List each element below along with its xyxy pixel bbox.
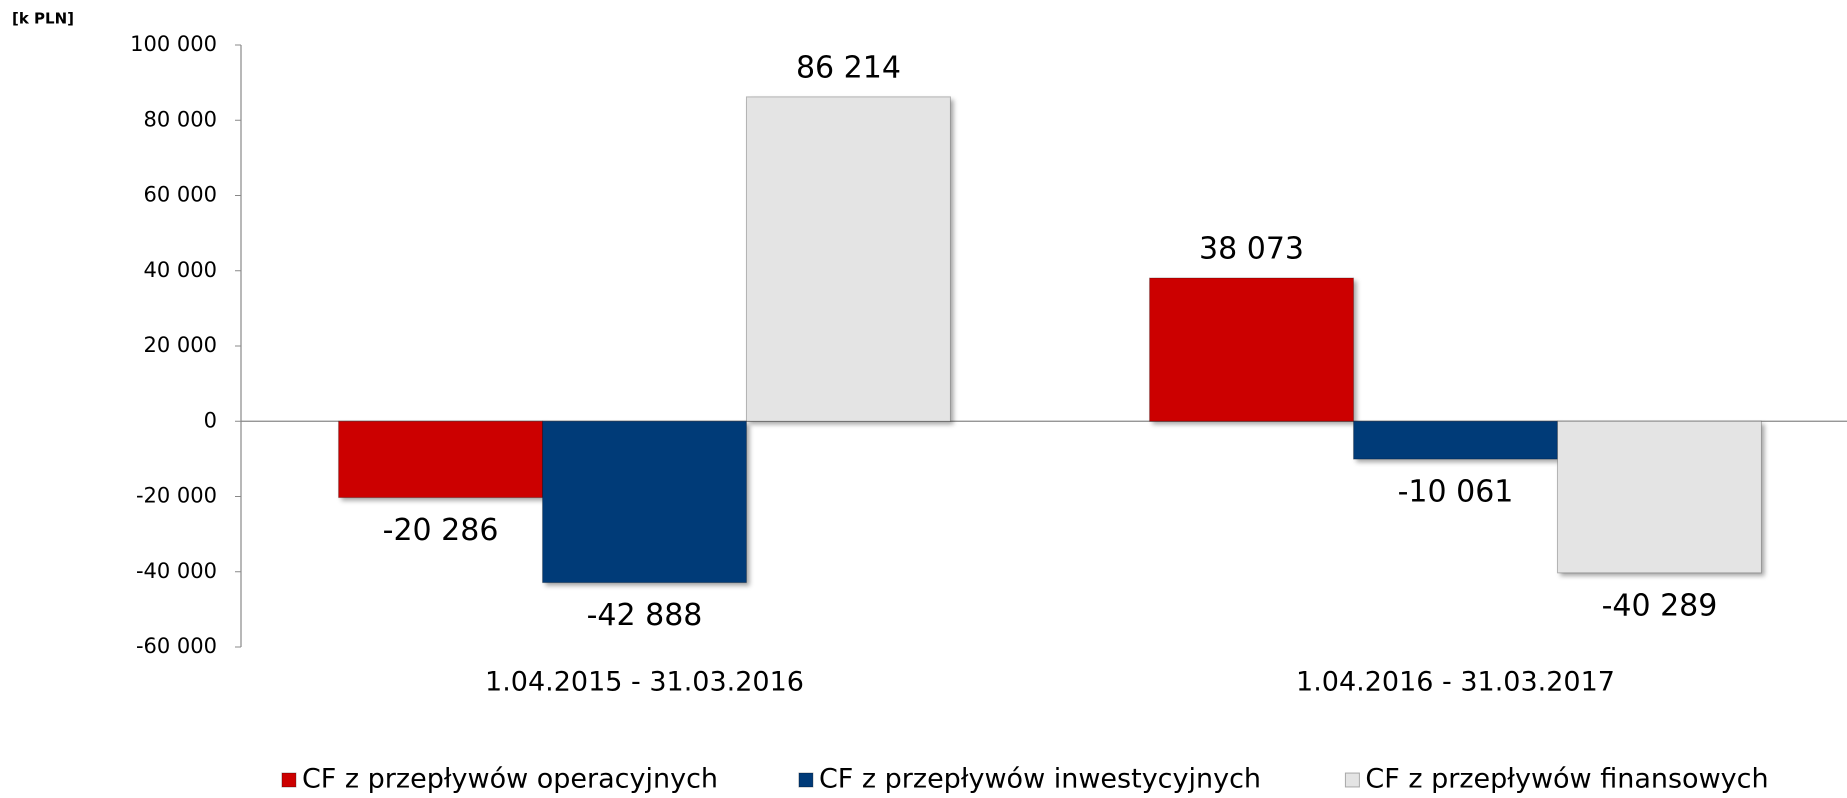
legend-swatch	[281, 772, 297, 788]
y-tick-label: 40 000	[144, 258, 217, 282]
y-axis-unit: [k PLN]	[12, 10, 74, 28]
legend-swatch	[798, 772, 814, 788]
data-label: 38 073	[1199, 232, 1304, 267]
y-tick-label: 20 000	[144, 333, 217, 357]
data-label: -40 289	[1602, 588, 1718, 623]
x-tick-label: 1.04.2015 - 31.03.2016	[485, 667, 804, 698]
legend-item: CF z przepływów operacyjnych	[281, 764, 718, 795]
y-tick-label: 100 000	[130, 32, 217, 56]
bar	[338, 420, 544, 499]
data-label: -20 286	[383, 513, 499, 548]
bar	[745, 96, 951, 422]
data-label: -42 888	[587, 598, 703, 633]
legend-label: CF z przepływów finansowych	[1365, 764, 1768, 795]
legend-label: CF z przepływów operacyjnych	[302, 764, 718, 795]
data-label: -10 061	[1398, 475, 1514, 510]
data-label: 86 214	[796, 50, 901, 85]
x-tick-label: 1.04.2016 - 31.03.2017	[1296, 667, 1615, 698]
bar	[1556, 420, 1762, 574]
legend-swatch	[1344, 772, 1360, 788]
bar	[542, 420, 747, 584]
legend-item: CF z przepływów inwestycyjnych	[798, 764, 1261, 795]
y-tick-label: 60 000	[144, 183, 217, 207]
bar	[1149, 277, 1355, 422]
y-tick-label: -20 000	[136, 484, 217, 508]
y-tick-label: 80 000	[144, 107, 217, 131]
bar	[1353, 420, 1558, 460]
y-tick-label: -40 000	[136, 559, 217, 583]
legend-label: CF z przepływów inwestycyjnych	[819, 764, 1261, 795]
y-tick-label: -60 000	[136, 634, 217, 658]
legend-item: CF z przepływów finansowych	[1344, 764, 1769, 795]
y-tick-label: 0	[204, 408, 217, 432]
